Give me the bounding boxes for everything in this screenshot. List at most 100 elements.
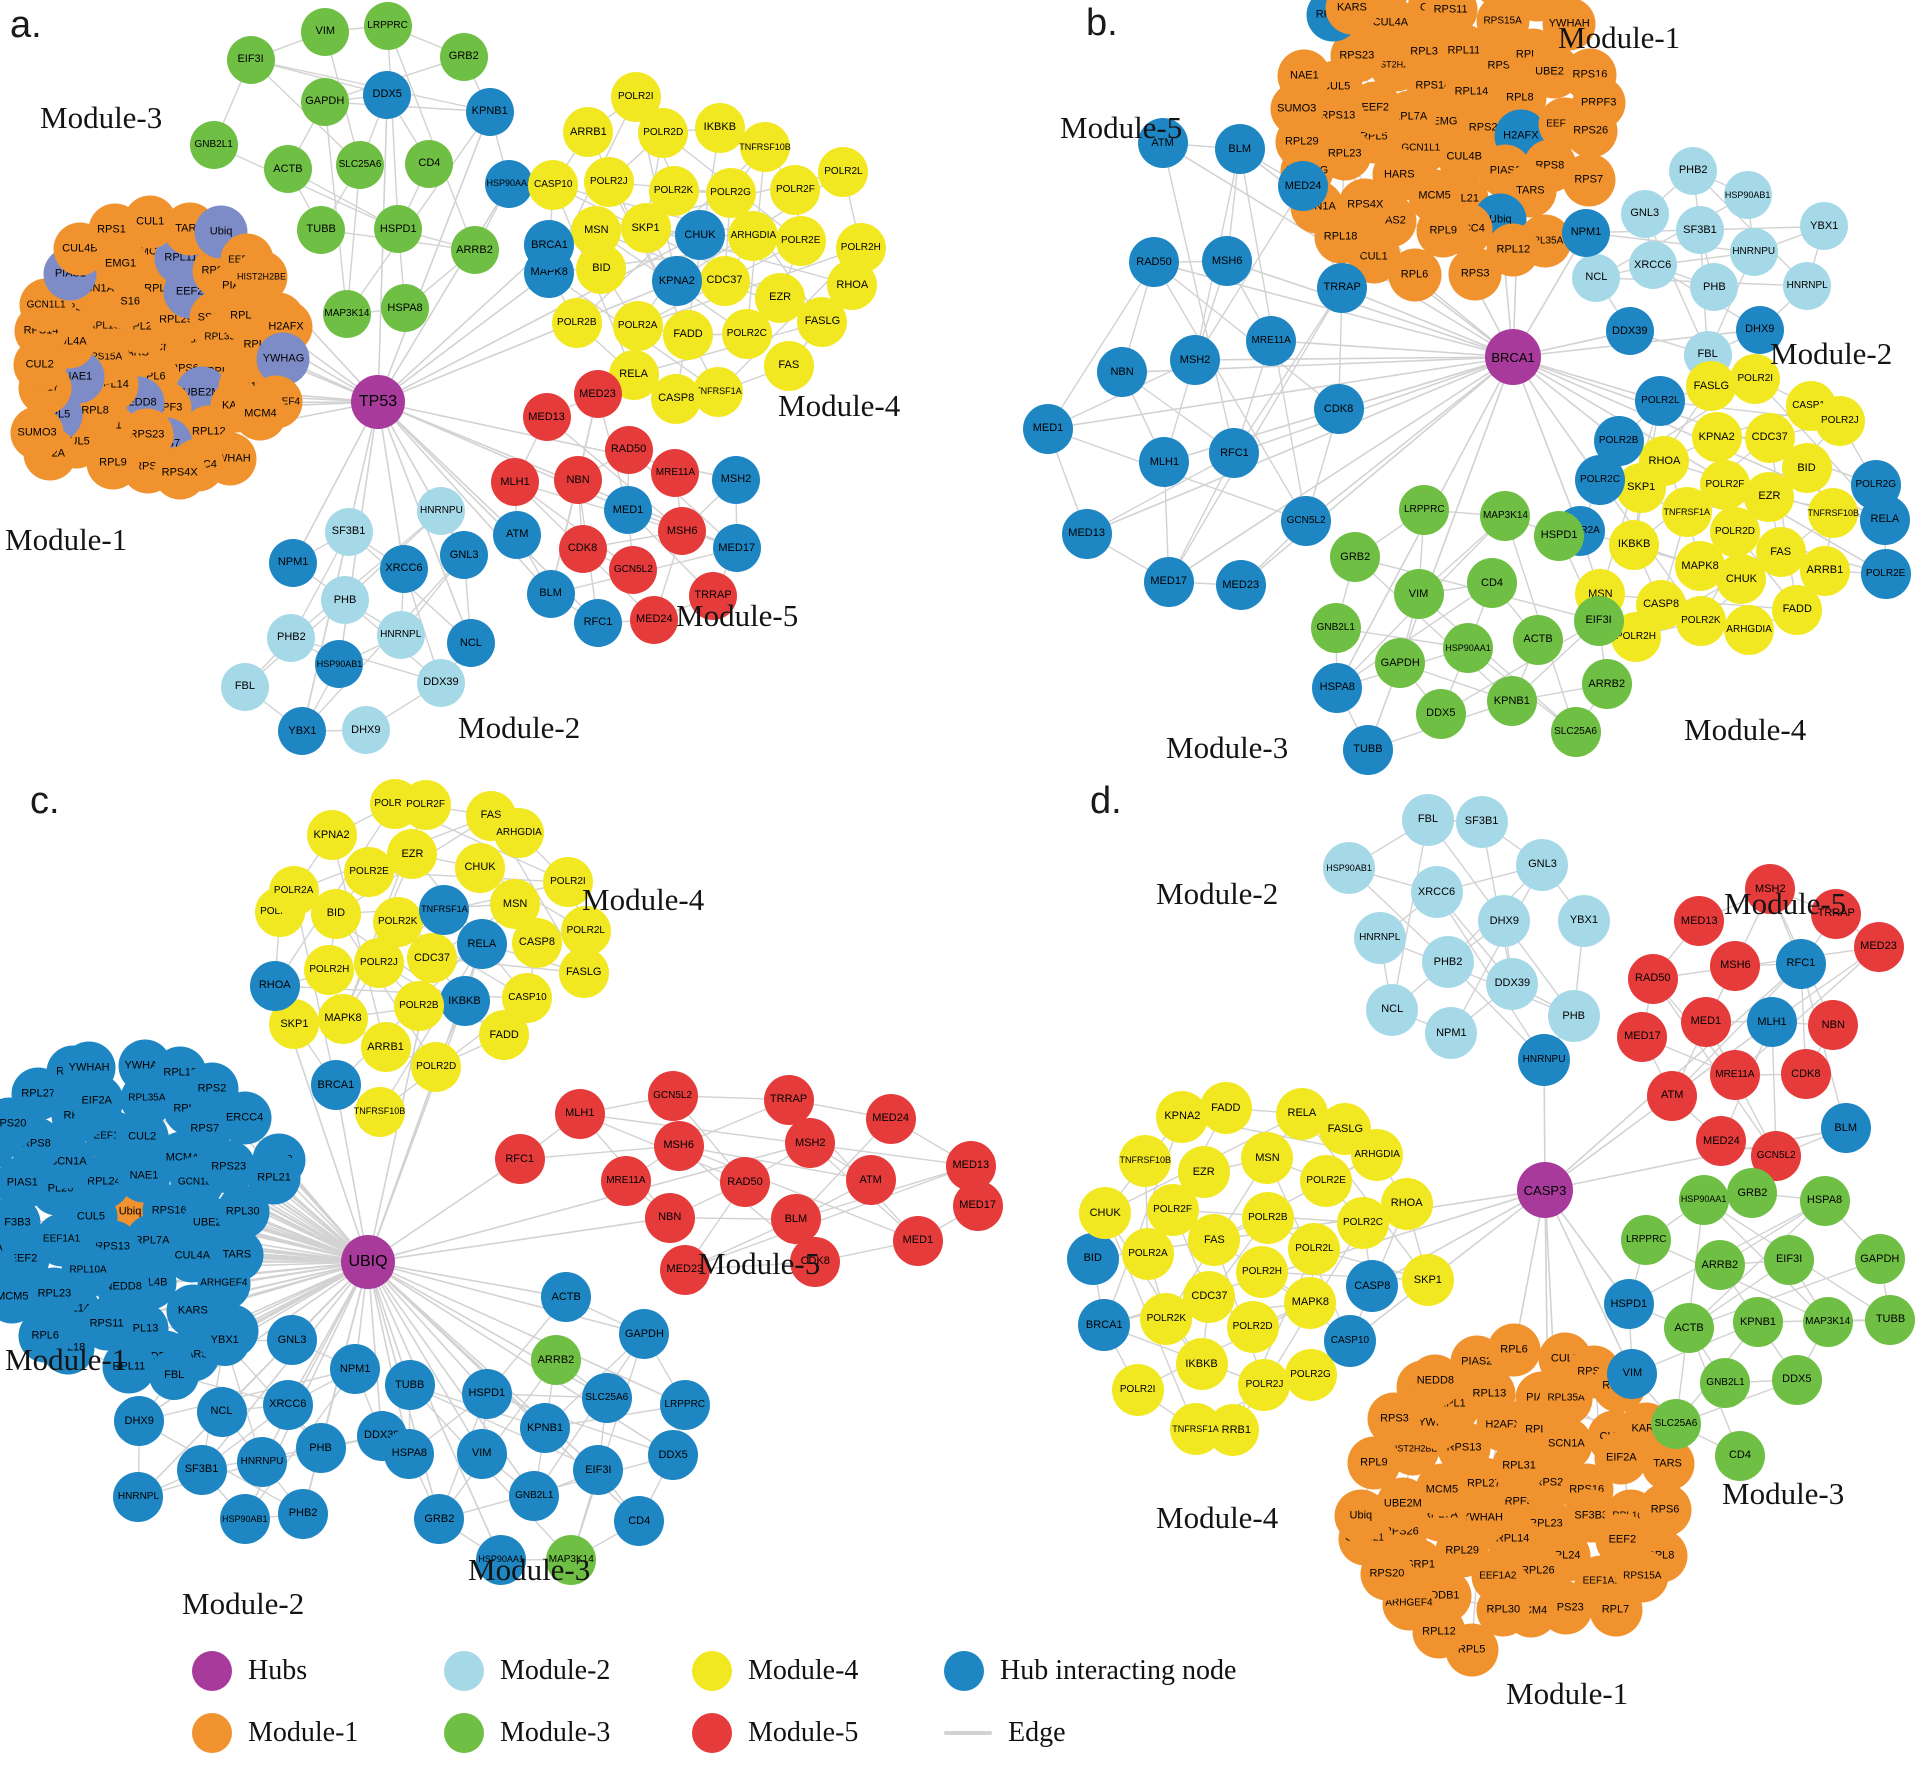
network-node[interactable]: BLM	[770, 1194, 821, 1245]
network-node[interactable]: POLR2E	[775, 216, 826, 267]
network-node[interactable]: MAP3K14	[546, 1534, 597, 1585]
network-node[interactable]: MED23	[1215, 560, 1266, 611]
network-node[interactable]: ERCC4	[218, 1091, 272, 1145]
network-node[interactable]: MLH1	[1747, 997, 1797, 1047]
network-node[interactable]: XRCC6	[1410, 866, 1463, 919]
network-node[interactable]: GCN5L2	[1281, 496, 1332, 547]
network-node[interactable]: CASP8	[651, 373, 702, 424]
network-node[interactable]: KPNB1	[520, 1403, 570, 1453]
network-node[interactable]: SKP1	[1401, 1254, 1454, 1307]
network-node[interactable]: POLR2L	[560, 905, 611, 956]
network-node[interactable]: HSP90AA1	[485, 159, 534, 208]
network-node[interactable]: ARRB2	[530, 1335, 581, 1386]
network-node[interactable]: MED13	[1061, 508, 1112, 559]
network-node[interactable]: DDB1	[1470, 0, 1524, 6]
network-node[interactable]: MAPK8	[1284, 1276, 1337, 1329]
network-node[interactable]: TNFRSF1A	[1661, 487, 1712, 538]
network-node[interactable]: NPM1	[1561, 208, 1610, 257]
network-node[interactable]: CHUK	[455, 842, 506, 893]
network-node[interactable]: HSPD1	[1603, 1279, 1654, 1330]
network-node[interactable]: KPNA2	[1691, 412, 1742, 463]
network-node[interactable]: MCM4	[233, 387, 287, 441]
network-node[interactable]: POLR2B	[1593, 415, 1644, 466]
network-node[interactable]: MED24	[1278, 161, 1329, 212]
network-node[interactable]: TRRAP	[1317, 262, 1368, 313]
network-node[interactable]: POLR2B	[551, 297, 602, 348]
network-node[interactable]: GRB2	[439, 32, 488, 81]
network-node[interactable]: ACTB	[541, 1272, 592, 1323]
network-node[interactable]: ACTB	[1513, 614, 1564, 665]
network-node[interactable]: GAPDH	[1854, 1234, 1905, 1285]
network-node[interactable]: TNFRSF10B	[739, 122, 791, 173]
network-node[interactable]: DHX9	[1735, 305, 1784, 354]
network-node[interactable]: ARHGEF4	[197, 1257, 251, 1311]
network-node[interactable]: ATM	[493, 510, 542, 559]
network-node[interactable]: GRB2	[414, 1494, 465, 1545]
network-node[interactable]: PHB	[321, 576, 369, 624]
network-node[interactable]: MAP3K14	[1480, 491, 1531, 542]
network-node[interactable]: SLC25A6	[1550, 707, 1601, 758]
network-node[interactable]: POLR2L	[1635, 376, 1686, 427]
network-node[interactable]: YWHAH	[1542, 0, 1596, 51]
network-node[interactable]: YBX1	[1800, 202, 1849, 251]
network-node[interactable]: EIF3I	[573, 1445, 624, 1496]
network-node[interactable]: TUBB	[1865, 1294, 1916, 1345]
network-node[interactable]: RPS6	[1638, 1483, 1692, 1537]
network-node[interactable]: MRE11A	[1709, 1050, 1760, 1101]
network-node[interactable]: SF3B1	[1676, 206, 1724, 254]
network-node[interactable]: TRRAP	[689, 571, 738, 620]
network-node[interactable]: GRB2	[1330, 532, 1381, 583]
network-node[interactable]: EIF3I	[1764, 1234, 1815, 1285]
network-node[interactable]: HSP90AB1	[1723, 171, 1772, 220]
network-node[interactable]: IKBKB	[694, 102, 745, 153]
network-node[interactable]: BRCA1	[310, 1060, 361, 1111]
network-node[interactable]: HNRNPU	[417, 487, 466, 536]
network-node[interactable]: DDX5	[648, 1430, 699, 1481]
network-node[interactable]: SF3B1	[1455, 795, 1508, 848]
network-node[interactable]: MSH6	[1202, 236, 1253, 287]
network-node[interactable]: FBL	[220, 662, 269, 711]
hub-node[interactable]: UBIQ	[341, 1235, 395, 1289]
network-node[interactable]: CASP10	[502, 973, 553, 1024]
network-node[interactable]: ARRB2	[1694, 1240, 1745, 1291]
network-node[interactable]: MSH6	[1710, 940, 1761, 991]
network-node[interactable]: MSH6	[658, 507, 707, 556]
network-node[interactable]: MED1	[604, 486, 652, 534]
network-node[interactable]: FADD	[1199, 1082, 1252, 1135]
network-node[interactable]: FASLG	[1686, 361, 1737, 412]
network-node[interactable]: Ubiq	[1334, 1489, 1388, 1542]
network-node[interactable]: EIF3I	[226, 35, 275, 84]
network-node[interactable]: EZR	[387, 829, 438, 880]
network-node[interactable]: MED1	[1680, 996, 1731, 1047]
network-node[interactable]: FAS	[1188, 1214, 1241, 1267]
network-node[interactable]: NPM1	[269, 538, 318, 587]
network-node[interactable]: POLR2A	[612, 301, 663, 352]
network-node[interactable]: SCN1A	[1539, 1417, 1593, 1471]
network-node[interactable]: HSPA8	[1312, 662, 1363, 713]
network-node[interactable]: KPNA2	[1156, 1090, 1209, 1143]
network-node[interactable]: ARHGDIA	[494, 807, 545, 858]
network-node[interactable]: FBL	[149, 1350, 200, 1401]
network-node[interactable]: CDC37	[407, 933, 457, 983]
network-node[interactable]: CHUK	[1079, 1187, 1132, 1240]
network-node[interactable]: GNL3	[440, 531, 489, 580]
network-node[interactable]: MED17	[952, 1180, 1003, 1231]
network-node[interactable]: GNL3	[1620, 189, 1669, 238]
network-node[interactable]: MAPK8	[1675, 541, 1726, 591]
network-node[interactable]: TNFRSF1A	[1169, 1403, 1222, 1456]
network-node[interactable]: NBN	[644, 1192, 695, 1243]
network-node[interactable]: XRCC6	[379, 544, 428, 593]
network-node[interactable]: MRE11A	[600, 1155, 651, 1206]
network-node[interactable]: DDX39	[416, 658, 465, 707]
network-node[interactable]: DHX9	[341, 706, 390, 755]
network-node[interactable]: POLR2J	[1814, 396, 1865, 447]
network-node[interactable]: HSPA8	[381, 284, 430, 333]
network-node[interactable]: GCN5L2	[609, 546, 658, 595]
network-node[interactable]: RHOA	[249, 960, 300, 1011]
network-node[interactable]: DDX5	[1771, 1354, 1822, 1405]
network-node[interactable]: CDK8	[790, 1236, 841, 1287]
network-node[interactable]: EIF3I	[1573, 595, 1624, 646]
network-node[interactable]: MED1	[1022, 403, 1073, 454]
network-node[interactable]: SLC25A6	[1650, 1399, 1701, 1450]
network-node[interactable]: MED17	[712, 524, 761, 573]
